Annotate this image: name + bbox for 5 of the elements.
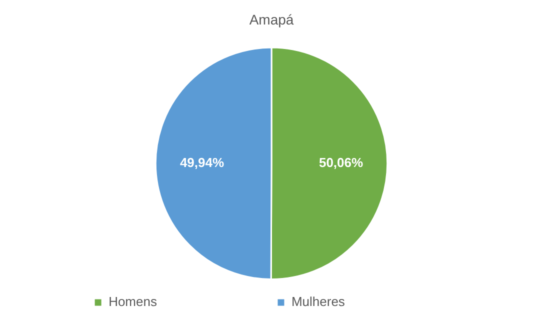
data-label: 49,94% xyxy=(180,154,224,170)
legend-label: Mulheres xyxy=(291,294,449,310)
legend-label: Homens xyxy=(108,294,261,310)
data-label: 50,06% xyxy=(318,155,364,170)
chart-title: Amapá xyxy=(249,11,294,28)
